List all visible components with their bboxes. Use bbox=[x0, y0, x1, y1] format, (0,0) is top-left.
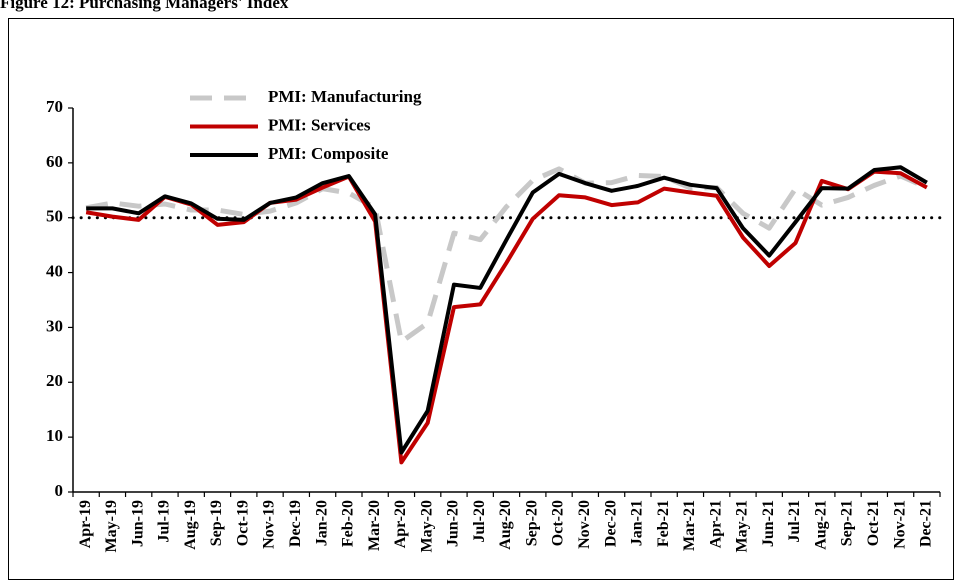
legend-label: PMI: Composite bbox=[268, 144, 389, 163]
y-tick-label: 60 bbox=[46, 152, 63, 171]
x-tick-label: Jul-20 bbox=[471, 500, 488, 543]
y-tick-label: 0 bbox=[55, 481, 64, 500]
x-tick-label: Sep-19 bbox=[208, 500, 225, 546]
x-tick-label: May-21 bbox=[734, 500, 751, 552]
x-tick-label: Jun-21 bbox=[760, 500, 777, 547]
x-tick-label: Oct-19 bbox=[234, 500, 251, 546]
x-tick-label: Jun-20 bbox=[445, 500, 462, 547]
x-tick-label: May-20 bbox=[418, 500, 435, 552]
chart-title: Figure 12: Purchasing Managers' Index bbox=[0, 0, 289, 12]
y-tick-label: 20 bbox=[46, 371, 63, 390]
x-tick-label: Dec-21 bbox=[918, 500, 935, 547]
x-tick-label: Mar-21 bbox=[681, 500, 698, 551]
y-tick-label: 30 bbox=[46, 316, 63, 335]
x-tick-label: Nov-21 bbox=[891, 500, 908, 549]
x-tick-label: Nov-19 bbox=[261, 500, 278, 549]
x-tick-label: Jul-21 bbox=[786, 500, 803, 543]
x-tick-label: Jan-20 bbox=[313, 500, 330, 546]
legend-label: PMI: Services bbox=[268, 115, 371, 134]
x-tick-label: Jul-19 bbox=[156, 500, 173, 543]
x-tick-label: Jan-21 bbox=[629, 500, 646, 546]
legend-label: PMI: Manufacturing bbox=[268, 87, 422, 106]
x-tick-label: Aug-19 bbox=[182, 500, 199, 550]
x-tick-label: Oct-20 bbox=[550, 500, 567, 546]
x-tick-label: Nov-20 bbox=[576, 500, 593, 549]
x-tick-label: Jun-19 bbox=[129, 500, 146, 547]
x-tick-label: Feb-20 bbox=[340, 500, 357, 547]
x-tick-label: Sep-21 bbox=[839, 500, 856, 546]
x-tick-label: May-19 bbox=[103, 500, 120, 552]
series-line bbox=[85, 166, 928, 345]
x-tick-label: Mar-20 bbox=[366, 500, 383, 551]
x-tick-label: Dec-19 bbox=[287, 500, 304, 547]
x-tick-label: Apr-19 bbox=[77, 500, 94, 548]
y-tick-label: 70 bbox=[46, 97, 63, 116]
x-tick-label: Feb-21 bbox=[655, 500, 672, 547]
chart-frame bbox=[8, 18, 954, 580]
y-tick-label: 50 bbox=[46, 207, 63, 226]
x-tick-label: Apr-21 bbox=[707, 500, 724, 548]
x-tick-label: Aug-21 bbox=[812, 500, 829, 550]
x-tick-label: Oct-21 bbox=[865, 500, 882, 546]
y-tick-label: 10 bbox=[46, 426, 63, 445]
series-line bbox=[85, 169, 928, 465]
x-tick-label: Apr-20 bbox=[392, 500, 409, 548]
x-tick-label: Aug-20 bbox=[497, 500, 514, 550]
series-line bbox=[86, 165, 928, 455]
x-tick-label: Sep-20 bbox=[523, 500, 540, 546]
y-tick-label: 40 bbox=[46, 261, 63, 280]
x-tick-label: Dec-20 bbox=[602, 500, 619, 547]
